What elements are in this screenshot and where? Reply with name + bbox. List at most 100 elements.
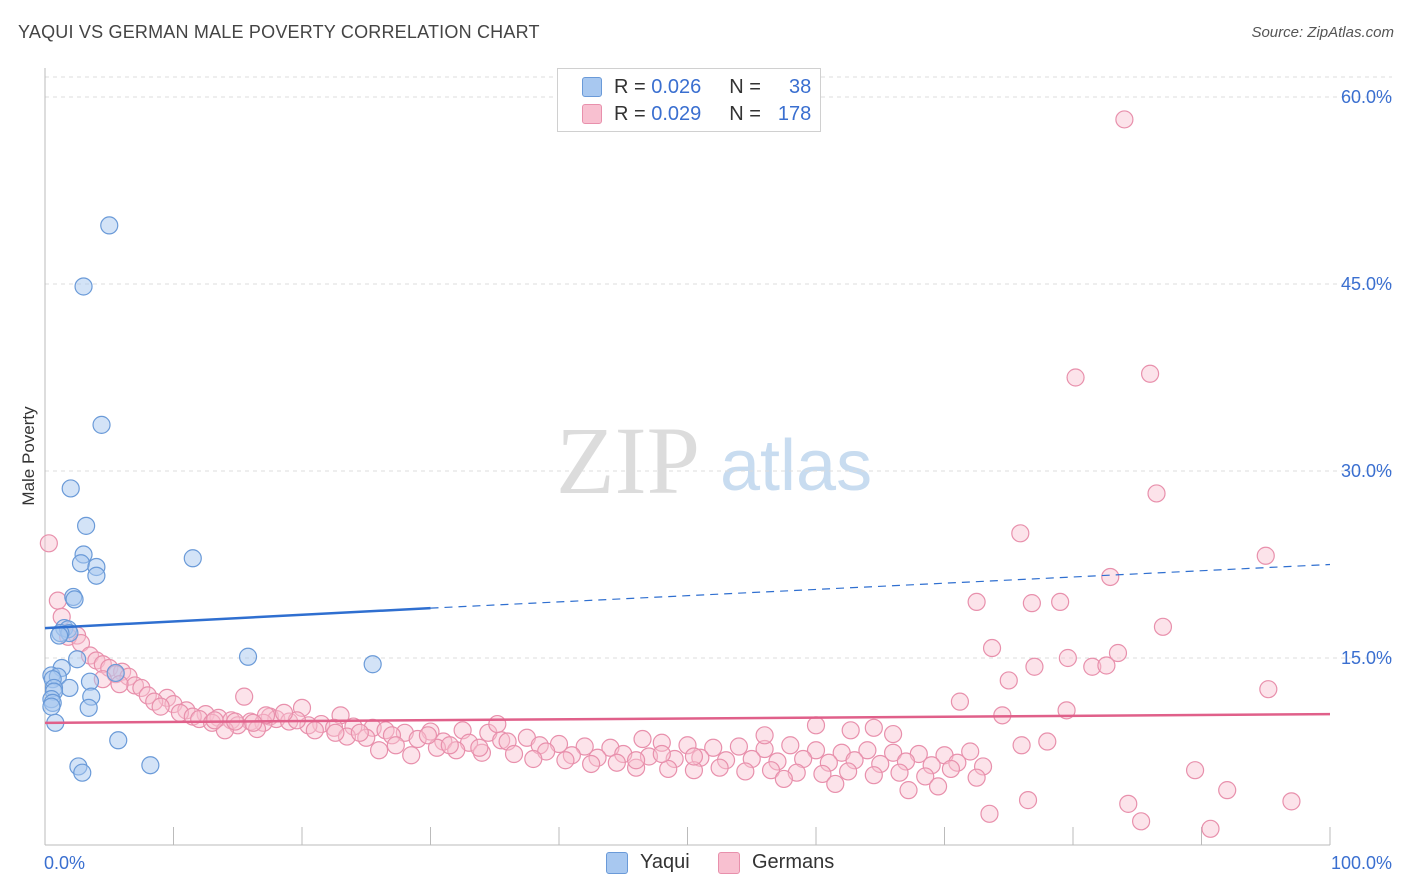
data-point-yaqui — [238, 647, 258, 666]
data-point-germans — [626, 751, 646, 770]
data-point-germans — [1132, 812, 1151, 831]
x-tick-label: 0.0% — [44, 853, 85, 873]
data-point-yaqui — [60, 678, 79, 698]
legend-row-yaqui: R = 0.026 N = 38 — [582, 74, 811, 100]
data-point-germans — [899, 781, 918, 800]
data-point-germans — [806, 716, 826, 735]
data-point-germans — [999, 671, 1018, 690]
data-point-germans — [659, 759, 678, 779]
data-point-germans — [633, 729, 652, 749]
data-point-germans — [575, 737, 594, 756]
data-point-germans — [1282, 792, 1301, 811]
data-point-germans — [470, 738, 489, 757]
data-point-germans — [382, 726, 402, 745]
data-point-germans — [326, 723, 345, 742]
data-point-germans — [244, 713, 263, 732]
data-point-germans — [402, 746, 421, 765]
data-point-germans — [883, 743, 903, 762]
data-point-germans — [950, 692, 970, 711]
y-tick-label: 30.0% — [1341, 461, 1392, 481]
watermark-zip: ZIP — [556, 407, 700, 514]
data-point-germans — [1025, 657, 1044, 676]
data-point-germans — [982, 638, 1002, 658]
data-point-germans — [1057, 701, 1076, 720]
data-point-germans — [1058, 648, 1077, 668]
data-point-germans — [1256, 546, 1275, 565]
data-point-germans — [961, 742, 980, 761]
data-point-germans — [607, 753, 626, 772]
data-point-germans — [858, 741, 877, 760]
data-point-germans — [864, 766, 883, 785]
data-point-germans — [755, 739, 774, 759]
data-point-germans — [626, 758, 646, 777]
data-point-germans — [967, 592, 986, 612]
data-point-germans — [1115, 110, 1134, 129]
data-point-germans — [967, 768, 986, 787]
data-point-germans — [132, 678, 151, 698]
data-point-yaqui — [87, 566, 106, 585]
data-point-germans — [806, 741, 826, 760]
data-point-germans — [350, 723, 369, 742]
legend-n-value: 38 — [789, 75, 812, 98]
data-point-germans — [1140, 364, 1160, 383]
data-point-germans — [736, 762, 755, 781]
data-point-germans — [39, 534, 58, 553]
x-tick-label: 100.0% — [1331, 853, 1392, 873]
trend-line-yaqui — [44, 606, 431, 630]
data-point-germans — [370, 741, 389, 760]
data-point-germans — [1097, 656, 1116, 675]
data-point-germans — [922, 756, 941, 775]
data-point-germans — [1108, 643, 1128, 663]
data-point-germans — [1018, 791, 1038, 810]
trend-lines — [44, 563, 1331, 725]
data-point-germans — [729, 737, 749, 756]
data-point-germans — [488, 714, 507, 734]
data-point-germans — [205, 711, 224, 730]
watermark-atlas: atlas — [720, 426, 872, 506]
data-point-germans — [1185, 761, 1205, 780]
data-point-germans — [890, 763, 909, 782]
data-point-yaqui — [68, 650, 87, 669]
data-point-yaqui — [92, 415, 111, 434]
data-point-germans — [1119, 794, 1138, 813]
data-point-germans — [841, 721, 860, 740]
watermark: ZIP atlas — [556, 407, 872, 514]
legend-n-value: 178 — [777, 102, 812, 125]
legend-r-label: R = — [614, 75, 652, 98]
data-point-yaqui — [80, 672, 100, 691]
axes — [44, 68, 1331, 846]
data-point-yaqui — [73, 763, 92, 782]
data-point-germans — [826, 774, 845, 794]
data-point-germans — [556, 751, 575, 770]
legend: R = 0.026 N = 38 R = 0.029 N = 178 — [557, 68, 821, 132]
data-point-yaqui — [50, 626, 69, 645]
bottom-legend-label-germans: Germans — [752, 851, 835, 873]
data-point-germans — [761, 761, 781, 780]
bottom-legend-germans: Germans — [718, 851, 834, 874]
series-yaqui — [42, 216, 382, 782]
data-point-germans — [1011, 524, 1030, 543]
data-point-germans — [408, 729, 427, 749]
data-point-germans — [896, 752, 916, 771]
data-point-yaqui — [65, 590, 84, 609]
data-point-germans — [504, 744, 524, 764]
data-point-germans — [781, 736, 800, 755]
y-tick-label: 45.0% — [1341, 274, 1392, 294]
data-point-yaqui — [100, 216, 119, 235]
data-point-yaqui — [363, 655, 382, 674]
data-point-germans — [1201, 819, 1220, 838]
data-point-germans — [845, 751, 864, 770]
data-point-germans — [716, 751, 736, 770]
data-point-germans — [1038, 732, 1057, 751]
data-point-germans — [418, 726, 438, 745]
data-point-yaqui — [61, 479, 80, 498]
data-point-germans — [941, 759, 961, 779]
legend-n-label: N = — [729, 102, 767, 125]
data-point-germans — [704, 738, 723, 757]
data-point-germans — [386, 736, 405, 755]
data-point-yaqui — [109, 731, 128, 750]
series-germans — [39, 110, 1301, 838]
bottom-legend-swatch-yaqui — [606, 851, 628, 874]
data-point-germans — [151, 697, 170, 716]
data-point-yaqui — [71, 554, 91, 573]
